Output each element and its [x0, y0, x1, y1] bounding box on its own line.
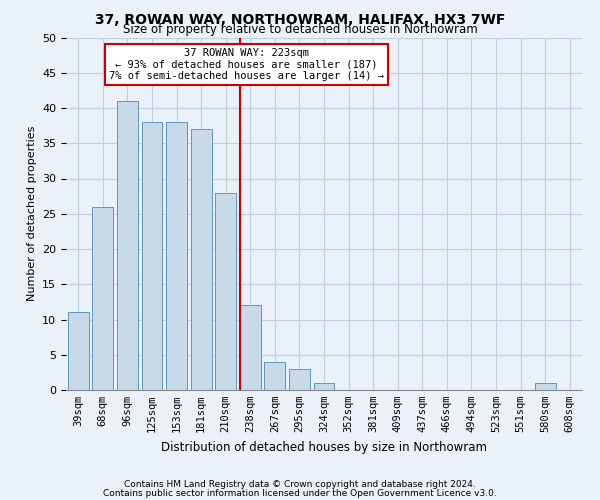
Bar	[191, 129, 212, 390]
Text: 37, ROWAN WAY, NORTHOWRAM, HALIFAX, HX3 7WF: 37, ROWAN WAY, NORTHOWRAM, HALIFAX, HX3 …	[95, 12, 505, 26]
Bar	[142, 122, 163, 390]
Text: 37 ROWAN WAY: 223sqm
← 93% of detached houses are smaller (187)
7% of semi-detac: 37 ROWAN WAY: 223sqm ← 93% of detached h…	[109, 48, 384, 82]
Text: Contains public sector information licensed under the Open Government Licence v3: Contains public sector information licen…	[103, 488, 497, 498]
Y-axis label: Number of detached properties: Number of detached properties	[26, 126, 37, 302]
Bar	[68, 312, 89, 390]
Bar	[240, 306, 261, 390]
Bar	[265, 362, 286, 390]
Text: Size of property relative to detached houses in Northowram: Size of property relative to detached ho…	[122, 24, 478, 36]
Bar	[166, 122, 187, 390]
Text: Contains HM Land Registry data © Crown copyright and database right 2024.: Contains HM Land Registry data © Crown c…	[124, 480, 476, 489]
Bar	[215, 192, 236, 390]
Bar	[314, 383, 334, 390]
Bar	[92, 206, 113, 390]
Bar	[535, 383, 556, 390]
Bar	[289, 369, 310, 390]
Bar	[117, 101, 138, 390]
X-axis label: Distribution of detached houses by size in Northowram: Distribution of detached houses by size …	[161, 440, 487, 454]
